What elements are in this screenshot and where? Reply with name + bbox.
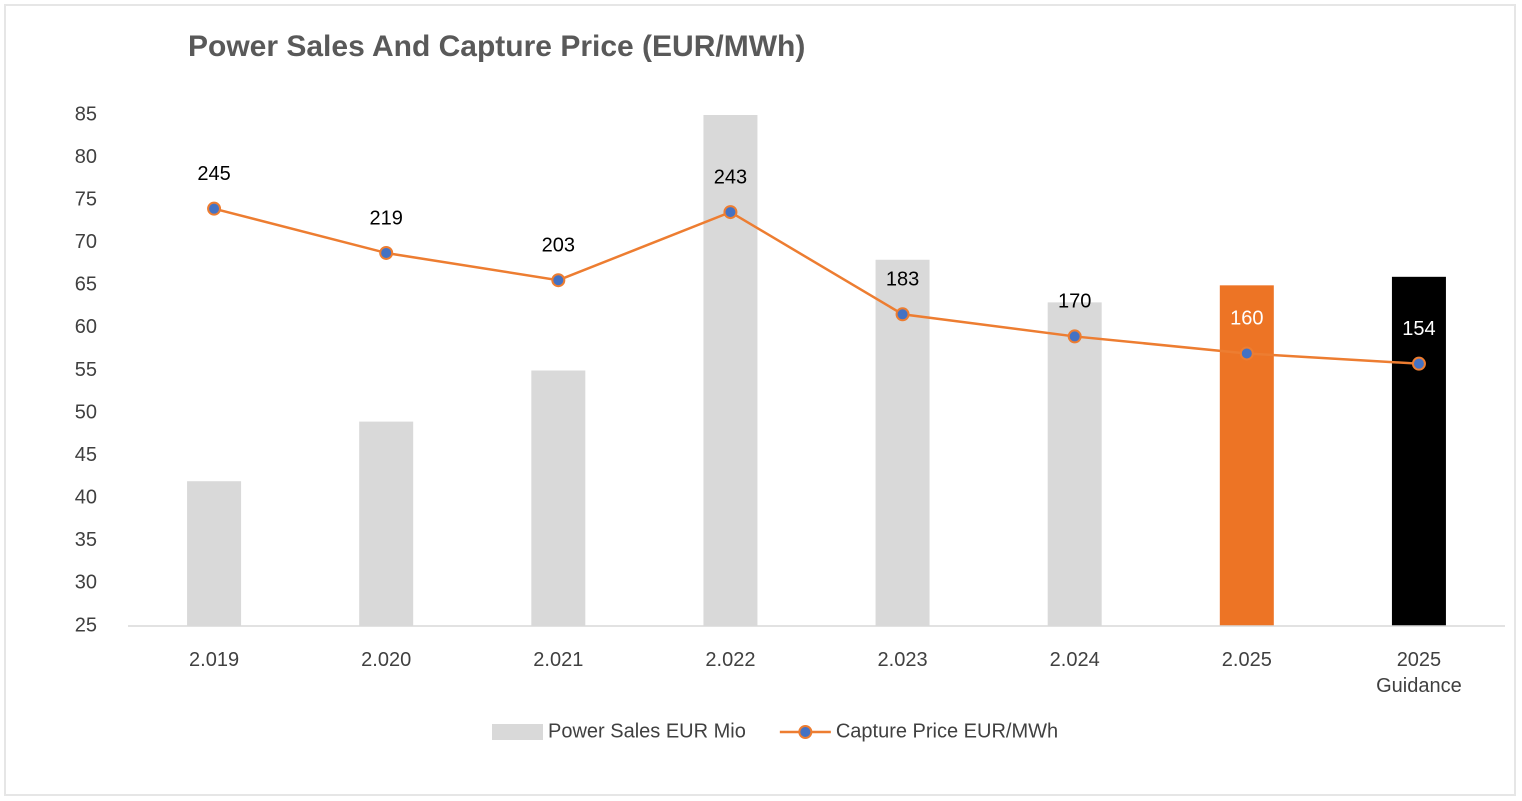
marker [1067, 329, 1082, 344]
bar [703, 115, 758, 626]
marker [1411, 356, 1426, 371]
y-tick-label: 35 [75, 529, 97, 551]
y-tick-label: 80 [75, 146, 97, 168]
data-label: 183 [886, 269, 919, 291]
bar [1219, 285, 1274, 626]
data-label: 219 [370, 207, 403, 229]
bar [359, 421, 414, 626]
x-tick-label: 2.022 [705, 649, 756, 671]
bar [1391, 276, 1446, 626]
marker [1239, 346, 1254, 361]
y-tick-label: 30 [75, 572, 97, 594]
marker [207, 201, 222, 216]
x-tick-label: 2.020 [361, 649, 412, 671]
x-tick-label: 2.021 [533, 649, 584, 671]
y-tick-label: 75 [75, 188, 97, 210]
y-tick-label: 85 [75, 103, 97, 125]
data-label: 154 [1402, 318, 1435, 340]
bar [1047, 302, 1102, 626]
chart-frame [4, 4, 1516, 796]
data-label: 170 [1058, 291, 1091, 313]
y-tick-label: 25 [75, 614, 97, 636]
y-tick-label: 55 [75, 359, 97, 381]
marker [379, 245, 394, 260]
marker [895, 307, 910, 322]
bar [531, 370, 586, 626]
data-label: 245 [197, 163, 230, 185]
data-label: 203 [542, 235, 575, 257]
y-tick-label: 50 [75, 401, 97, 423]
y-tick-label: 40 [75, 487, 97, 509]
y-tick-label: 60 [75, 316, 97, 338]
marker [723, 205, 738, 220]
y-tick-label: 65 [75, 274, 97, 296]
x-tick-label: 2.019 [189, 649, 240, 671]
x-tick-label: 2025 Guidance [1376, 649, 1462, 697]
legend-swatch [492, 724, 543, 740]
legend-label: Power Sales EUR Mio [548, 720, 746, 742]
data-label: 243 [714, 166, 747, 188]
legend-marker [798, 725, 813, 739]
data-label: 160 [1230, 308, 1263, 330]
x-tick-label: 2.025 [1221, 649, 1272, 671]
x-tick-label: 2.023 [877, 649, 928, 671]
y-tick-label: 45 [75, 444, 97, 466]
x-tick-label: 2.024 [1049, 649, 1100, 671]
marker [551, 273, 566, 288]
bar [187, 481, 242, 626]
line [213, 207, 1420, 365]
chart-title: Power Sales And Capture Price (EUR/MWh) [188, 30, 805, 63]
y-tick-label: 70 [75, 231, 97, 253]
legend-label: Capture Price EUR/MWh [836, 720, 1058, 742]
